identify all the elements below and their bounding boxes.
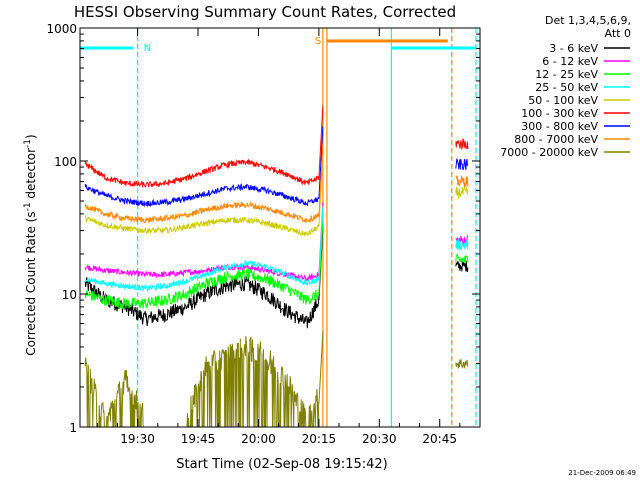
chart-title: HESSI Observing Summary Count Rates, Cor… [74,3,456,21]
series-tail-2 [455,234,469,247]
series-tail-3 [455,252,469,263]
series-rise-3 [318,221,324,295]
annotation-label: N [144,43,151,54]
series-line-6 [84,158,320,188]
y-tick-label: 100 [54,155,77,169]
series-line-9 [84,335,320,428]
x-tick-label: 20:45 [422,432,457,446]
x-axis-label: Start Time (02-Sep-08 19:15:42) [176,457,387,472]
legend-label: 12 - 25 keV [535,68,598,81]
plot-frame [79,27,481,428]
legend-label: 300 - 800 keV [521,120,598,133]
legend-label: 3 - 6 keV [549,42,598,55]
annotation-label: S [315,36,321,47]
series-tail-1 [455,260,469,272]
series-line-1 [84,276,320,329]
legend-header-line1: Det 1,3,4,5,6,9, [545,14,631,27]
legend-label: 800 - 7000 keV [514,133,598,146]
series-line-2 [84,263,320,282]
legend-label: 6 - 12 keV [542,55,598,68]
x-tick-label: 19:45 [181,432,216,446]
series-tail-9 [455,359,469,369]
x-tick-label: 20:15 [302,432,337,446]
series-rise-6 [318,105,324,178]
x-tick-label: 19:30 [120,432,155,446]
series-rise-4 [318,206,324,279]
series-line-7 [84,183,320,208]
series-tail-5 [455,186,469,199]
series-line-3 [84,267,320,310]
x-tick-label: 20:00 [241,432,276,446]
series-rise-5 [318,154,324,227]
legend-label: 25 - 50 keV [535,81,598,94]
x-axis: 19:30 19:45 20:00 20:15 20:30 20:45 [96,28,481,446]
legend-header-line2: Att 0 [605,27,631,40]
legend-label: 50 - 100 keV [528,94,598,107]
y-tick-label: 10 [62,288,77,302]
y-tick-label: 1000 [46,22,77,36]
series-tail-6 [455,138,469,151]
series-rise-8 [318,142,324,216]
series-rise-7 [318,126,324,199]
x-tick-label: 20:30 [362,432,397,446]
y-axis: 1 10 100 1000 [46,22,480,435]
y-axis-label: Corrected Count Rate (s-1 detector-1) [23,134,38,355]
y-tick-label: 1 [69,421,77,435]
plot-layer: NS [80,28,477,428]
series-rise-9 [318,331,324,404]
series-line-8 [84,201,320,224]
footer-timestamp: 21-Dec-2009 06:49 [568,469,636,477]
legend-label: 7000 - 20000 keV [500,146,598,159]
legend-label: 100 - 300 keV [521,107,598,120]
series-tail-8 [455,175,469,188]
series-line-4 [85,259,320,293]
series-tail-7 [455,158,469,171]
series-line-5 [84,214,320,237]
series-tail-4 [455,239,469,251]
